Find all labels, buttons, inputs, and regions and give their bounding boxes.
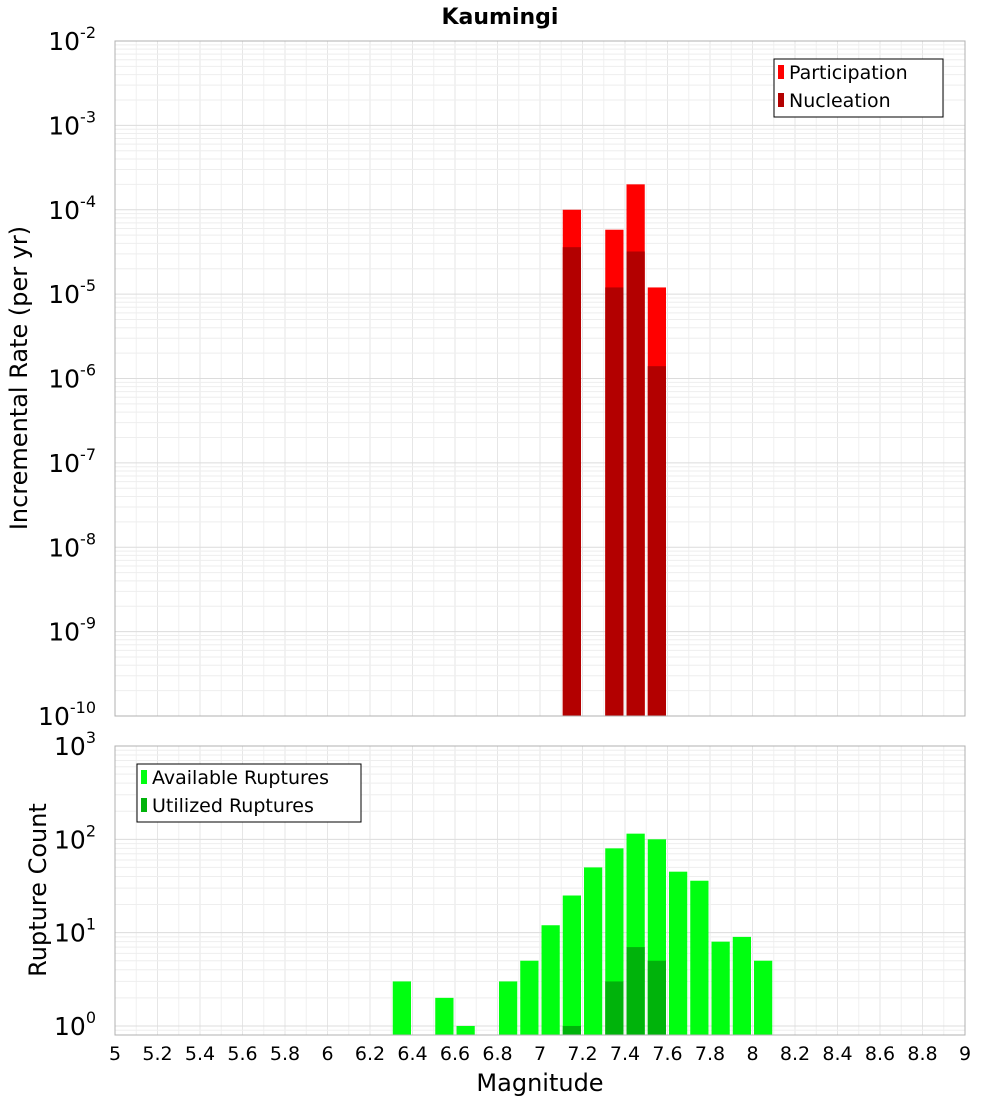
bar-available-ruptures bbox=[584, 867, 603, 1035]
legend-swatch bbox=[778, 93, 784, 107]
bar-available-ruptures bbox=[754, 960, 773, 1035]
x-tick-label: 8.2 bbox=[780, 1043, 810, 1065]
x-tick-label: 8.6 bbox=[865, 1043, 895, 1065]
x-tick-label: 8.8 bbox=[907, 1043, 937, 1065]
top-legend: Participation Nucleation bbox=[773, 58, 944, 118]
legend-box bbox=[773, 58, 944, 118]
top-plot-bars bbox=[562, 184, 666, 717]
bar-utilized-ruptures bbox=[605, 981, 624, 1035]
y-tick-label: 10-5 bbox=[48, 276, 96, 309]
x-tick-label: 6.4 bbox=[397, 1043, 427, 1065]
bar-utilized-ruptures bbox=[647, 960, 666, 1035]
top-plot-grid bbox=[114, 40, 966, 717]
bar-available-ruptures bbox=[392, 981, 411, 1035]
bar-available-ruptures bbox=[711, 941, 730, 1035]
y-tick-label: 101 bbox=[54, 915, 96, 948]
y-tick-label: 10-3 bbox=[48, 107, 96, 140]
x-tick-label: 5.4 bbox=[185, 1043, 215, 1065]
x-tick-labels: 5 5.2 5.4 5.6 5.8 6 6.2 6.4 6.6 6.8 7 7.2 7.4 7.6 7.8 8… bbox=[109, 1043, 971, 1065]
bar-nucleation bbox=[626, 251, 645, 716]
x-tick-label: 7.2 bbox=[567, 1043, 597, 1065]
y-tick-label: 10-9 bbox=[48, 614, 96, 647]
y-tick-label: 100 bbox=[54, 1008, 96, 1041]
legend-label: Participation bbox=[789, 62, 908, 84]
bar-available-ruptures bbox=[541, 925, 560, 1035]
bar-available-ruptures bbox=[669, 871, 688, 1035]
bar-available-ruptures bbox=[732, 936, 751, 1035]
bar-available-ruptures bbox=[520, 960, 539, 1035]
x-tick-label: 5.2 bbox=[142, 1043, 172, 1065]
legend-swatch bbox=[141, 798, 147, 812]
x-tick-label: 6.6 bbox=[440, 1043, 470, 1065]
x-tick-label: 5.6 bbox=[227, 1043, 257, 1065]
y-tick-label: 103 bbox=[54, 728, 96, 761]
y-tick-label: 10-2 bbox=[48, 23, 96, 56]
legend-label: Available Ruptures bbox=[152, 767, 329, 789]
legend-swatch bbox=[778, 65, 784, 79]
x-tick-label: 7.8 bbox=[695, 1043, 725, 1065]
bar-available-ruptures bbox=[456, 1025, 475, 1035]
bar-available-ruptures bbox=[562, 895, 581, 1035]
y-tick-label: 10-7 bbox=[48, 445, 96, 478]
x-tick-label: 6 bbox=[321, 1043, 333, 1065]
legend-label: Nucleation bbox=[789, 90, 891, 112]
x-tick-label: 6.2 bbox=[355, 1043, 385, 1065]
legend-box bbox=[136, 763, 362, 823]
bar-nucleation bbox=[647, 366, 666, 716]
y-tick-label: 10-4 bbox=[48, 192, 96, 225]
top-y-axis-label: Incremental Rate (per yr) bbox=[5, 226, 33, 530]
x-tick-label: 7.6 bbox=[652, 1043, 682, 1065]
chart-title: Kaumingi bbox=[442, 5, 559, 30]
bar-nucleation bbox=[562, 247, 581, 716]
bottom-plot-frame bbox=[114, 745, 966, 1036]
x-tick-label: 9 bbox=[959, 1043, 971, 1065]
bar-available-ruptures bbox=[435, 997, 454, 1035]
y-tick-label: 10-8 bbox=[48, 529, 96, 562]
bottom-legend: Available Ruptures Utilized Ruptures bbox=[136, 763, 362, 823]
x-tick-label: 5.8 bbox=[270, 1043, 300, 1065]
x-tick-label: 7.4 bbox=[610, 1043, 640, 1065]
x-axis-label: Magnitude bbox=[476, 1069, 603, 1097]
bottom-plot-grid bbox=[114, 745, 966, 1036]
legend-label: Utilized Ruptures bbox=[152, 795, 314, 817]
bar-nucleation bbox=[605, 287, 624, 716]
bar-available-ruptures bbox=[499, 981, 518, 1035]
bar-utilized-ruptures bbox=[562, 1025, 581, 1035]
top-y-tick-labels: 10-10 10-9 10-8 10-7 10-6 10-5 10-4 10-3 10-2 bbox=[38, 23, 96, 731]
x-tick-label: 5 bbox=[109, 1043, 121, 1065]
bottom-plot-bars bbox=[392, 833, 773, 1035]
x-tick-label: 8 bbox=[746, 1043, 758, 1065]
bottom-y-tick-labels: 100 101 102 103 bbox=[54, 728, 96, 1041]
y-tick-label: 10-10 bbox=[38, 698, 96, 731]
bottom-y-axis-label: Rupture Count bbox=[24, 803, 52, 977]
y-tick-label: 102 bbox=[54, 821, 96, 854]
x-tick-label: 8.4 bbox=[822, 1043, 852, 1065]
legend-swatch bbox=[141, 770, 147, 784]
x-tick-label: 7 bbox=[534, 1043, 546, 1065]
bar-utilized-ruptures bbox=[626, 947, 645, 1035]
x-tick-label: 6.8 bbox=[482, 1043, 512, 1065]
top-plot-frame bbox=[114, 40, 966, 717]
bar-available-ruptures bbox=[690, 880, 709, 1035]
y-tick-label: 10-6 bbox=[48, 361, 96, 394]
